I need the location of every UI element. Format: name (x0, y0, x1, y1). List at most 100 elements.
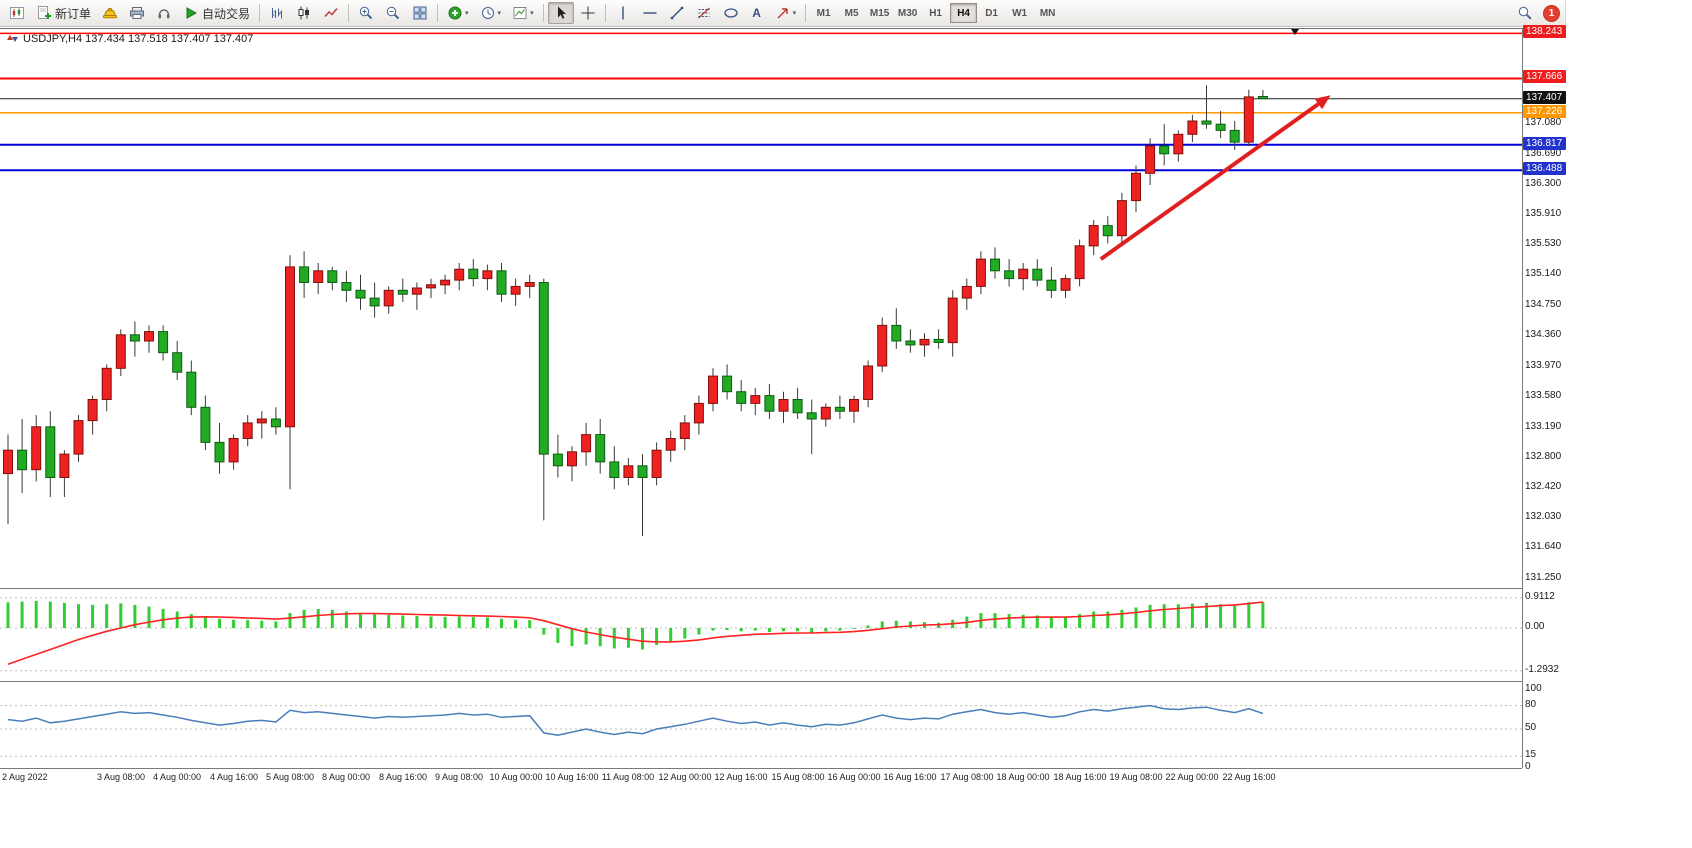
timeframe-mn[interactable]: MN (1034, 3, 1061, 23)
crosshair-icon (581, 6, 595, 20)
arrow-tool-button[interactable]: ▾ (770, 2, 802, 24)
tile-windows-icon (413, 6, 427, 20)
rsi-scale-tick: 100 (1525, 683, 1542, 694)
timeframe-m1[interactable]: M1 (810, 3, 837, 23)
time-tick: 10 Aug 16:00 (545, 772, 599, 782)
timeframe-h1[interactable]: H1 (922, 3, 949, 23)
time-tick: 4 Aug 00:00 (152, 772, 202, 782)
new-order-icon (38, 6, 51, 19)
sound-button[interactable] (151, 2, 177, 24)
rsi-scale-tick: 50 (1525, 722, 1537, 733)
search-button[interactable] (1512, 2, 1538, 24)
time-tick: 16 Aug 16:00 (883, 772, 937, 782)
zoom-in-button[interactable] (353, 2, 379, 24)
time-tick: 3 Aug 08:00 (96, 772, 146, 782)
time-axis[interactable]: 2 Aug 2022 3 Aug 08:00 4 Aug 00:00 4 Aug 16… (0, 768, 1522, 788)
search-icon (1518, 6, 1532, 20)
indicator-period-group: ▾ ▾ ▾ (442, 2, 539, 24)
drawing-tools-group: A ▾ (610, 2, 802, 24)
mt4-window: 新订单 (0, 0, 1566, 848)
price-level-badge: 136.817 (1523, 137, 1566, 150)
symbol-icon (7, 35, 18, 42)
price-axis[interactable]: 137.080 136.690 136.300 135.910 135.530 135.1… (1523, 25, 1566, 789)
time-tick: 18 Aug 16:00 (1053, 772, 1107, 782)
time-tick: 2 Aug 2022 (2, 772, 48, 782)
zoom-group (353, 2, 433, 24)
price-tick: 132.420 (1525, 481, 1562, 492)
time-tick: 10 Aug 00:00 (489, 772, 543, 782)
price-tick: 134.360 (1525, 329, 1562, 340)
new-order-button[interactable]: 新订单 (31, 2, 96, 24)
toolbar: 新订单 (0, 0, 1565, 27)
cursor-tool-button[interactable] (547, 2, 574, 24)
candlestick-chart[interactable] (0, 28, 1522, 586)
price-level-badge: 137.666 (1523, 70, 1566, 83)
trendline-icon (670, 6, 683, 20)
arrow-tool-icon (777, 8, 788, 19)
hard-hat-icon (103, 8, 118, 19)
timeframe-m5[interactable]: M5 (838, 3, 865, 23)
price-level-badge: 138.243 (1523, 25, 1566, 38)
time-tick: 11 Aug 08:00 (601, 772, 655, 782)
timeframe-m15[interactable]: M15 (866, 3, 893, 23)
macd-signal-line (7, 601, 1263, 666)
timeframe-w1[interactable]: W1 (1006, 3, 1033, 23)
zoom-in-icon (359, 6, 373, 20)
time-tick: 18 Aug 00:00 (996, 772, 1050, 782)
clock-icon (481, 7, 494, 19)
price-tick: 133.970 (1525, 360, 1562, 371)
crosshair-tool-button[interactable] (575, 2, 601, 24)
print-button[interactable] (124, 2, 150, 24)
templates-button[interactable]: ▾ (507, 2, 539, 24)
price-tick: 134.750 (1525, 299, 1562, 310)
indicators-button[interactable]: ▾ (442, 2, 474, 24)
horizontal-line-tool-button[interactable] (637, 2, 663, 24)
rsi-indicator-chart[interactable] (0, 681, 1522, 768)
new-chart-icon (10, 7, 24, 19)
new-chart-button[interactable] (4, 2, 30, 24)
time-tick: 12 Aug 16:00 (714, 772, 768, 782)
price-level-badge: 137.407 (1523, 91, 1566, 104)
timeframe-group: M1 M5 M15 M30 H1 H4 D1 W1 MN (810, 3, 1061, 23)
price-tick: 136.690 (1525, 148, 1562, 159)
fibonacci-tool-button[interactable] (691, 2, 717, 24)
price-tick: 135.530 (1525, 238, 1562, 249)
rsi-scale-tick: 80 (1525, 699, 1537, 710)
axis-separator (1522, 28, 1523, 768)
tile-windows-button[interactable] (407, 2, 433, 24)
time-tick: 12 Aug 00:00 (658, 772, 712, 782)
shapes-tool-button[interactable] (718, 2, 744, 24)
rsi-scale-tick: 0 (1525, 761, 1531, 772)
chart-area: USDJPY,H4 137.434 137.518 137.407 137.40… (0, 25, 1566, 848)
price-tick: 135.910 (1525, 208, 1562, 219)
macd-scale-tick: 0.9112 (1525, 591, 1555, 602)
time-tick: 16 Aug 00:00 (827, 772, 881, 782)
strategy-tester-button[interactable] (97, 2, 123, 24)
trend-arrow[interactable] (1099, 95, 1331, 261)
macd-indicator-chart[interactable] (0, 588, 1522, 679)
toolbar-separator (348, 4, 350, 22)
timeframe-d1[interactable]: D1 (978, 3, 1005, 23)
ellipse-icon (723, 8, 738, 18)
periods-button[interactable]: ▾ (475, 2, 507, 24)
time-tick: 5 Aug 08:00 (265, 772, 315, 782)
headset-icon (158, 9, 170, 19)
print-icon (130, 7, 145, 19)
chevron-down-icon: ▾ (497, 9, 502, 17)
time-tick: 9 Aug 08:00 (434, 772, 484, 782)
toolbar-right-group: 1 (1512, 2, 1561, 24)
timeframe-h4[interactable]: H4 (950, 3, 978, 23)
trendline-tool-button[interactable] (664, 2, 690, 24)
timeframe-m30[interactable]: M30 (894, 3, 921, 23)
text-tool-button[interactable]: A (745, 2, 769, 24)
time-tick: 22 Aug 16:00 (1222, 772, 1276, 782)
notification-badge[interactable]: 1 (1544, 5, 1559, 21)
bar-chart-type-button[interactable] (264, 2, 290, 24)
zoom-out-button[interactable] (380, 2, 406, 24)
toolbar-separator (437, 4, 439, 22)
candlestick-type-button[interactable] (291, 2, 317, 24)
auto-trading-button[interactable]: 自动交易 (178, 2, 255, 24)
line-chart-type-button[interactable] (318, 2, 344, 24)
vertical-line-tool-button[interactable] (610, 2, 636, 24)
macd-scale-tick: 0.00 (1525, 621, 1545, 632)
